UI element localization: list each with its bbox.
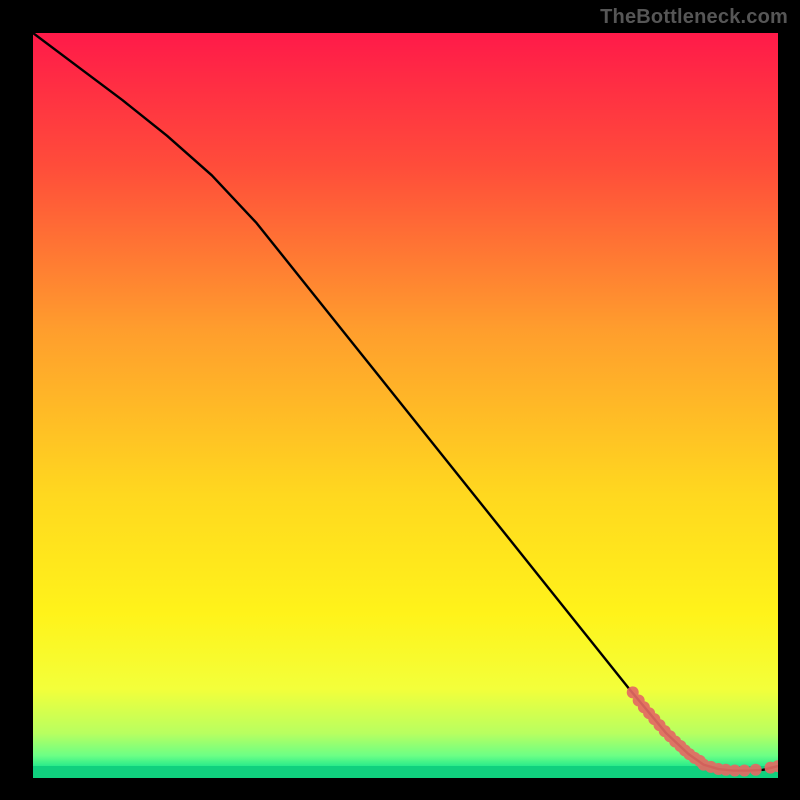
- watermark-text: TheBottleneck.com: [600, 6, 788, 29]
- plot-area: [33, 33, 778, 778]
- bottleneck-curve: [33, 33, 778, 771]
- chart-container: TheBottleneck.com: [0, 0, 800, 800]
- marker-point: [738, 765, 750, 777]
- plot-overlay-svg: [33, 33, 778, 778]
- markers-group: [627, 686, 778, 776]
- marker-point: [750, 764, 762, 776]
